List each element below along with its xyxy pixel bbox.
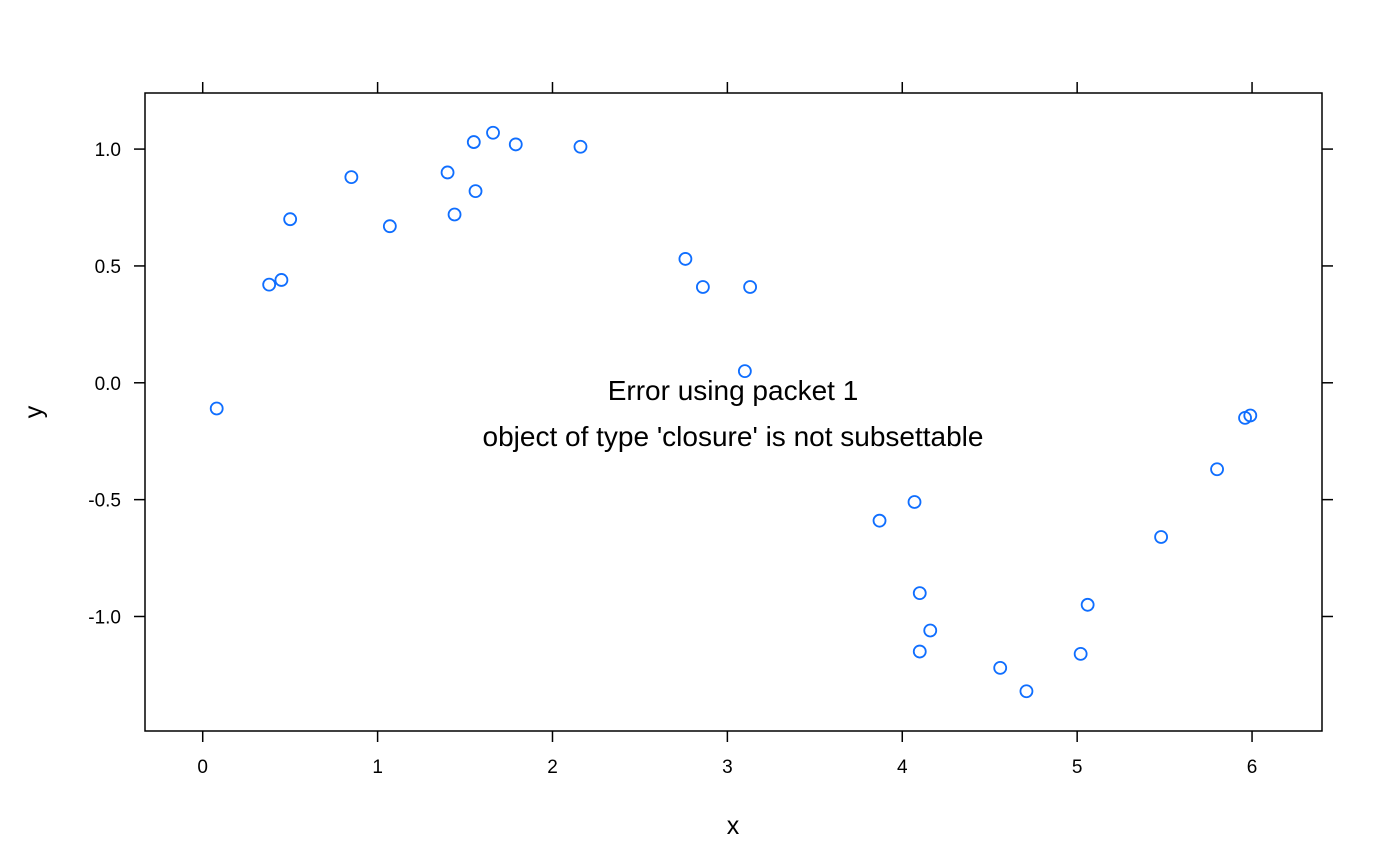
y-axis-title: y (20, 405, 48, 418)
x-tick-label: 3 (722, 757, 733, 778)
x-tick-label: 5 (1072, 757, 1083, 778)
data-point (1019, 684, 1034, 699)
plot-frame (144, 92, 1323, 732)
data-point (447, 207, 462, 222)
data-points (209, 125, 1258, 699)
data-point (1243, 408, 1258, 423)
x-tick-label: 2 (547, 757, 558, 778)
y-axis: -1.0 -0.5 0.0 0.5 1.0 (88, 140, 1333, 628)
error-message-line-1: Error using packet 1 (608, 375, 859, 406)
data-point (382, 219, 397, 234)
data-point (912, 644, 927, 659)
data-point (283, 212, 298, 227)
data-point (508, 137, 523, 152)
data-point (1154, 530, 1169, 544)
data-point (573, 139, 588, 154)
y-tick-label: -1.0 (88, 607, 121, 628)
data-point (486, 125, 500, 140)
data-point (468, 184, 483, 199)
data-point (440, 165, 455, 180)
data-point (209, 401, 224, 416)
data-point (872, 513, 887, 528)
data-point (344, 170, 359, 185)
data-point (993, 661, 1008, 675)
x-tick-label: 4 (897, 757, 908, 778)
x-axis: 0 1 2 3 4 5 6 (197, 82, 1257, 778)
data-point (466, 135, 481, 149)
y-tick-label: 0.0 (95, 374, 121, 395)
data-point (1073, 646, 1088, 661)
data-point (923, 623, 938, 638)
data-point (737, 364, 752, 379)
y-tick-label: 1.0 (95, 140, 121, 161)
data-point (907, 495, 922, 509)
data-point (743, 280, 758, 294)
error-message-line-2: object of type 'closure' is not subsetta… (483, 421, 984, 452)
data-point (274, 273, 289, 287)
x-tick-label: 1 (372, 757, 383, 778)
y-tick-label: -0.5 (88, 491, 121, 512)
data-point (912, 586, 927, 601)
data-point (678, 252, 693, 266)
x-tick-label: 0 (197, 757, 208, 778)
x-axis-title: x (727, 812, 740, 840)
x-tick-label: 6 (1247, 757, 1258, 778)
y-tick-label: 0.5 (95, 257, 121, 278)
data-point (1080, 597, 1095, 612)
data-point (262, 277, 277, 292)
data-point (695, 280, 710, 294)
data-point (1210, 462, 1224, 477)
